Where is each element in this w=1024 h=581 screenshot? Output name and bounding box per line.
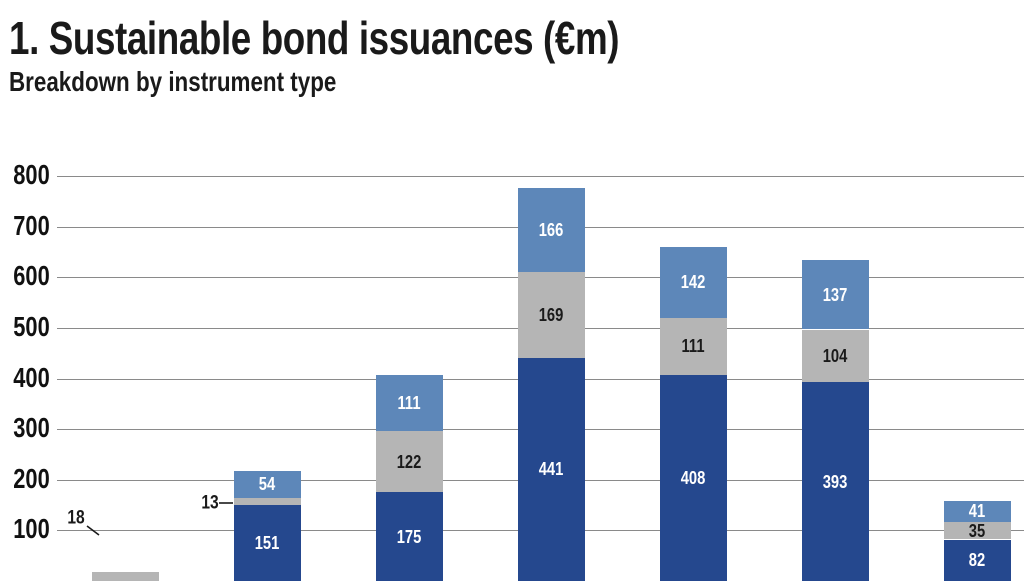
bar-segment-lightblue: 41: [944, 501, 1011, 522]
bar-segment-label: 441: [539, 460, 564, 478]
y-axis-tick-value: 100: [14, 515, 50, 543]
bar-segment-gray: [234, 498, 301, 505]
bar-segment-label: 408: [681, 469, 706, 487]
bar-segment-lightblue: 137: [802, 260, 869, 329]
bar-segment-gray: [92, 572, 159, 581]
bar-segment-label: 122: [397, 453, 422, 471]
bar-segment-label: 137: [823, 286, 848, 304]
bar-segment-gray: 104: [802, 330, 869, 383]
bar-segment-lightblue: 142: [660, 247, 727, 319]
y-axis-tick-label: 700: [0, 212, 50, 240]
bar-segment-label: 54: [259, 475, 275, 493]
y-axis-tick-label: 800: [0, 161, 50, 189]
annotation-label: 13: [201, 494, 218, 513]
bar-segment-label: 169: [539, 306, 564, 324]
bar-segment-label: 35: [969, 522, 985, 540]
bar-segment-label: 393: [823, 473, 848, 491]
bar-segment-lightblue: 111: [376, 375, 443, 431]
gridline: [57, 176, 1024, 177]
y-axis-tick-value: 800: [14, 161, 50, 189]
y-axis-tick-label: 100: [0, 515, 50, 543]
bar-segment-label: 142: [681, 273, 706, 291]
y-axis-tick-value: 200: [14, 465, 50, 493]
bar-segment-navy: 82: [944, 540, 1011, 581]
bar-segment-navy: 441: [518, 358, 585, 581]
bar-segment-label: 166: [539, 221, 564, 239]
bar-segment-lightblue: 54: [234, 471, 301, 498]
bar-segment-navy: 151: [234, 505, 301, 581]
bar-segment-navy: 393: [802, 382, 869, 581]
bar-segment-label: 82: [969, 551, 985, 569]
bar-segment-navy: 175: [376, 492, 443, 581]
bar-segment-label: 104: [823, 347, 848, 365]
y-axis-tick-label: 200: [0, 465, 50, 493]
bar-segment-gray: 111: [660, 318, 727, 374]
bar-segment-gray: 35: [944, 522, 1011, 540]
y-axis-tick-value: 400: [14, 363, 50, 391]
y-axis-tick-value: 300: [14, 414, 50, 442]
bar-segment-gray: 169: [518, 272, 585, 358]
bar-segment-gray: 122: [376, 431, 443, 493]
bar-segment-navy: 408: [660, 375, 727, 581]
chart-page: 1. Sustainable bond issuances (€m) Break…: [0, 0, 1024, 536]
y-axis-tick-value: 700: [14, 212, 50, 240]
annotation-lines: [0, 0, 1024, 536]
bar-segment-label: 175: [397, 528, 422, 546]
bar-segment-label: 111: [398, 394, 421, 412]
y-axis-tick-label: 300: [0, 414, 50, 442]
bar-segment-label: 151: [255, 534, 280, 552]
y-axis-tick-label: 400: [0, 363, 50, 391]
y-axis-tick-value: 600: [14, 262, 50, 290]
annotation-label: 18: [67, 509, 84, 528]
bar-segment-label: 111: [682, 337, 705, 355]
bar-segment-label: 41: [969, 502, 985, 520]
y-axis-tick-value: 500: [14, 313, 50, 341]
bar-segment-lightblue: 166: [518, 188, 585, 272]
y-axis-tick-label: 500: [0, 313, 50, 341]
y-axis-tick-label: 600: [0, 262, 50, 290]
